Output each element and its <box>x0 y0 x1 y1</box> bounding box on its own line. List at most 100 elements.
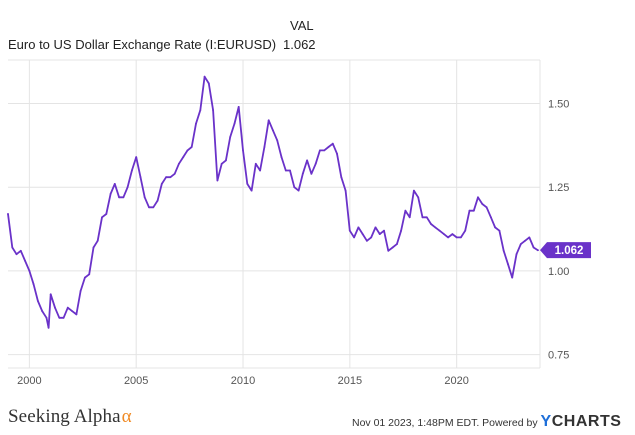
x-tick-label: 2005 <box>124 375 148 387</box>
data-point <box>122 196 125 199</box>
data-point <box>336 152 338 155</box>
powered-by-text: Powered by <box>482 417 538 429</box>
data-point <box>340 176 343 179</box>
data-point <box>378 233 381 236</box>
data-point <box>443 233 445 236</box>
data-point <box>11 246 14 249</box>
data-point <box>225 159 227 162</box>
data-point <box>131 169 133 172</box>
data-point <box>229 136 232 138</box>
y-axis: 0.75 1.00 1.25 1.50 <box>548 99 569 362</box>
seeking-alpha-logo[interactable]: Seeking Alphaα <box>8 406 132 428</box>
data-point <box>24 260 26 262</box>
data-point <box>203 75 206 78</box>
data-point <box>156 199 159 202</box>
data-point <box>263 146 266 148</box>
data-point <box>374 226 377 229</box>
data-point <box>434 226 437 229</box>
data-point <box>468 209 471 212</box>
data-point <box>366 239 368 242</box>
data-point <box>447 236 449 239</box>
data-point <box>109 193 112 195</box>
data-point <box>472 209 475 212</box>
data-point <box>37 300 39 302</box>
data-point <box>45 316 48 319</box>
data-point <box>507 263 509 266</box>
data-point <box>126 186 129 189</box>
data-point <box>319 149 321 152</box>
data-point <box>58 316 61 319</box>
line-chart: 0.75 1.00 1.25 1.50 2000 2005 2010 2015 2020 1.… <box>7 59 591 387</box>
legend-series-name: Euro to US Dollar Exchange Rate (I:EURUS… <box>8 37 277 52</box>
data-point <box>519 243 522 246</box>
data-point <box>306 159 308 162</box>
ycharts-wordmark: CHARTS <box>551 413 622 430</box>
data-point <box>186 149 189 152</box>
data-point <box>502 249 505 252</box>
data-point <box>417 196 420 199</box>
data-point <box>233 122 236 125</box>
data-point <box>242 149 244 152</box>
data-point <box>348 229 351 232</box>
series-line <box>7 75 539 329</box>
data-point <box>96 239 99 242</box>
data-point <box>314 162 317 165</box>
footer-timestamp: Nov 01 2023, 1:48PM EDT. <box>352 417 480 429</box>
data-point <box>425 216 428 219</box>
alpha-mark: α <box>121 406 132 427</box>
data-point <box>101 216 103 219</box>
data-point <box>396 243 398 246</box>
data-point <box>344 189 347 192</box>
data-point <box>413 189 415 192</box>
data-point <box>237 106 240 108</box>
data-point <box>455 236 458 239</box>
data-point <box>323 149 326 152</box>
series-layer <box>7 75 539 329</box>
data-point <box>494 226 496 229</box>
data-point <box>477 196 479 199</box>
last-value-badge: 1.062 <box>540 242 591 259</box>
data-point <box>272 129 274 132</box>
data-point <box>391 246 394 249</box>
ycharts-logo[interactable]: YCHARTS <box>541 413 622 430</box>
data-point <box>173 172 176 175</box>
brand-name: Seeking Alpha <box>8 406 121 427</box>
data-point <box>246 183 249 185</box>
data-point <box>353 236 355 239</box>
x-tick-label: 2000 <box>17 375 41 387</box>
data-point <box>370 236 373 239</box>
data-point <box>15 253 18 256</box>
data-point <box>250 189 253 192</box>
data-point <box>135 156 138 159</box>
data-point <box>118 196 120 199</box>
data-point <box>47 326 50 329</box>
ycharts-y-mark: Y <box>540 413 552 430</box>
last-value-badge-shape <box>540 242 591 259</box>
footer-credits: Nov 01 2023, 1:48PM EDT. Powered by YCHA… <box>352 413 621 431</box>
data-point <box>148 206 150 209</box>
footer: Seeking Alphaα Nov 01 2023, 1:48PM EDT. … <box>0 405 635 435</box>
data-point <box>7 213 9 215</box>
data-point <box>408 216 411 219</box>
data-point <box>49 293 52 296</box>
y-tick-label: 0.75 <box>548 350 569 362</box>
data-point <box>182 156 185 159</box>
data-point <box>280 156 283 159</box>
data-point <box>464 229 467 232</box>
data-point <box>400 229 402 232</box>
data-point <box>79 290 82 292</box>
data-point <box>178 162 180 165</box>
legend-column-header: VAL <box>290 18 314 33</box>
data-point <box>32 283 35 286</box>
data-point <box>19 249 22 252</box>
data-point <box>293 186 296 189</box>
x-axis: 2000 2005 2010 2015 2020 <box>17 375 469 387</box>
data-point <box>71 310 73 312</box>
data-point <box>498 229 501 232</box>
data-point <box>528 236 531 239</box>
x-tick-label: 2010 <box>231 375 255 387</box>
data-point <box>199 109 202 112</box>
data-point <box>165 176 168 179</box>
data-point <box>212 109 215 112</box>
data-point <box>105 213 108 215</box>
